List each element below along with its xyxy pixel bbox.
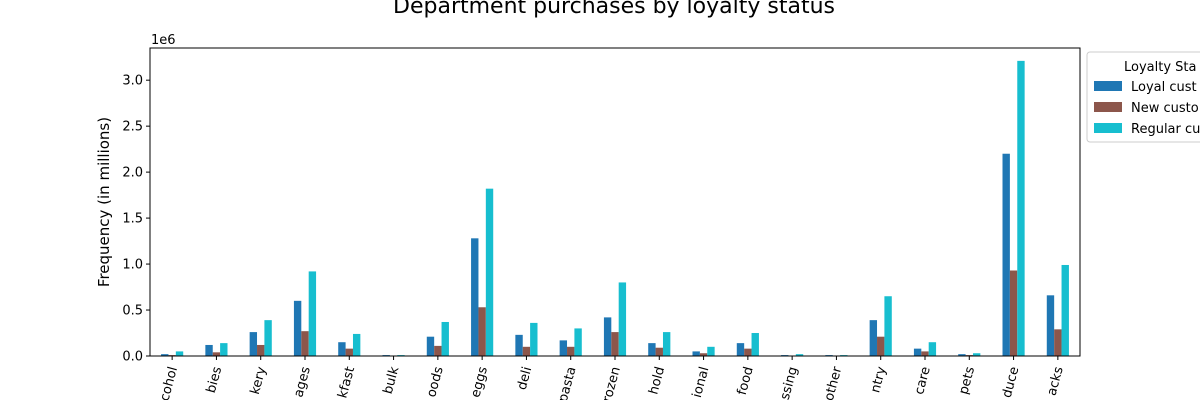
legend-title: Loyalty Sta: [1124, 60, 1196, 75]
legend: Loyalty Sta Loyal cust New custo Regular c…: [1086, 51, 1200, 143]
bar: [692, 351, 700, 356]
bar: [921, 351, 929, 356]
legend-box: [1086, 51, 1200, 143]
legend-label: Loyal cust: [1131, 80, 1197, 95]
bar: [559, 340, 568, 356]
y-tick-label: 2.5: [122, 120, 143, 135]
y-axis-multiplier: 1e6: [151, 33, 176, 48]
bar: [662, 332, 671, 356]
bar: [928, 342, 937, 356]
bar: [574, 328, 582, 356]
plot-frame: [149, 47, 1081, 357]
y-tick-label: 1.5: [122, 212, 143, 227]
bar: [736, 343, 745, 356]
bar: [352, 333, 361, 356]
bar: [603, 317, 612, 356]
x-tick-label: oods: [424, 365, 447, 399]
x-axis-ticks: cohol bies kery ages kfast bulk oods eggs deli pa…: [157, 356, 1067, 400]
x-tick-label: ional: [690, 365, 713, 399]
x-tick-label: cohol: [157, 365, 181, 400]
x-tick-label: food: [735, 365, 757, 397]
bar: [884, 296, 892, 356]
x-tick-label: hold: [646, 365, 668, 396]
legend-swatch: [1094, 81, 1122, 91]
bar: [257, 344, 265, 356]
bar: [301, 331, 309, 356]
x-tick-label: pasta: [556, 365, 580, 400]
bar: [530, 322, 538, 356]
x-tick-label: care: [912, 365, 934, 396]
bar: [1061, 264, 1069, 356]
bar: [1046, 295, 1055, 356]
bar: [212, 352, 221, 356]
bar: [1017, 60, 1025, 356]
bar: [648, 343, 656, 356]
bar: [426, 336, 435, 356]
x-tick-label: kfast: [335, 365, 358, 400]
bar: [338, 342, 346, 356]
bar: [1002, 153, 1010, 356]
bar: [751, 333, 759, 356]
x-tick-label: pets: [956, 365, 978, 396]
bar: [175, 351, 184, 356]
legend-swatch: [1094, 102, 1122, 112]
legend-items: Loyal cust New custo Regular cu: [1094, 80, 1200, 137]
bar: [345, 348, 353, 356]
legend-swatch: [1094, 123, 1122, 133]
bar: [795, 354, 804, 356]
y-tick-label: 0.5: [122, 304, 143, 319]
bar: [958, 354, 966, 356]
x-tick-label: other: [822, 365, 846, 400]
y-tick-label: 1.0: [122, 258, 143, 273]
bar: [293, 300, 302, 356]
y-axis-ticks: 0.0 0.5 1.0 1.5 2.0 2.5 3.0: [122, 74, 150, 365]
y-tick-label: 2.0: [122, 166, 143, 181]
x-tick-label: ssing: [778, 365, 801, 400]
y-tick-label: 0.0: [122, 350, 143, 365]
bar: [161, 354, 169, 356]
x-tick-label: ntry: [868, 365, 889, 395]
legend-label: Regular cu: [1131, 122, 1200, 137]
y-tick-label: 3.0: [122, 74, 143, 89]
x-tick-label: deli: [515, 365, 536, 392]
x-tick-label: duce: [1000, 365, 1023, 399]
bar: [522, 346, 531, 356]
bar: [1009, 270, 1018, 356]
bar: [972, 353, 981, 356]
bars: [161, 60, 1069, 356]
bar: [913, 348, 922, 356]
x-tick-label: kery: [248, 365, 270, 396]
x-tick-label: eggs: [468, 365, 491, 399]
x-tick-label: bulk: [381, 365, 403, 396]
bar: [205, 344, 213, 356]
bar: [618, 282, 627, 356]
chart-title: Department purchases by loyalty status: [393, 0, 835, 19]
x-tick-label: acks: [1045, 365, 1067, 398]
bar: [699, 353, 708, 356]
bar: [655, 347, 663, 356]
bar: [515, 334, 523, 356]
bar: [471, 238, 479, 356]
x-tick-label: ages: [291, 365, 314, 399]
x-tick-label: bies: [204, 365, 225, 395]
x-tick-label: rozen: [600, 365, 624, 400]
y-axis-label: Frequency (in millions): [95, 117, 113, 287]
bar: [744, 348, 752, 356]
bar: [869, 320, 878, 356]
bar: [308, 271, 317, 356]
bar: [441, 321, 449, 356]
bar: [249, 332, 258, 356]
bar: [485, 188, 494, 356]
bar: [478, 307, 486, 356]
bar: [707, 346, 715, 356]
bar: [220, 343, 228, 356]
bar: [567, 346, 575, 356]
bar: [611, 332, 619, 356]
legend-label: New custo: [1131, 101, 1199, 116]
bar: [877, 336, 885, 356]
bar: [1054, 329, 1062, 356]
bar: [264, 320, 272, 356]
bar: [434, 345, 442, 356]
